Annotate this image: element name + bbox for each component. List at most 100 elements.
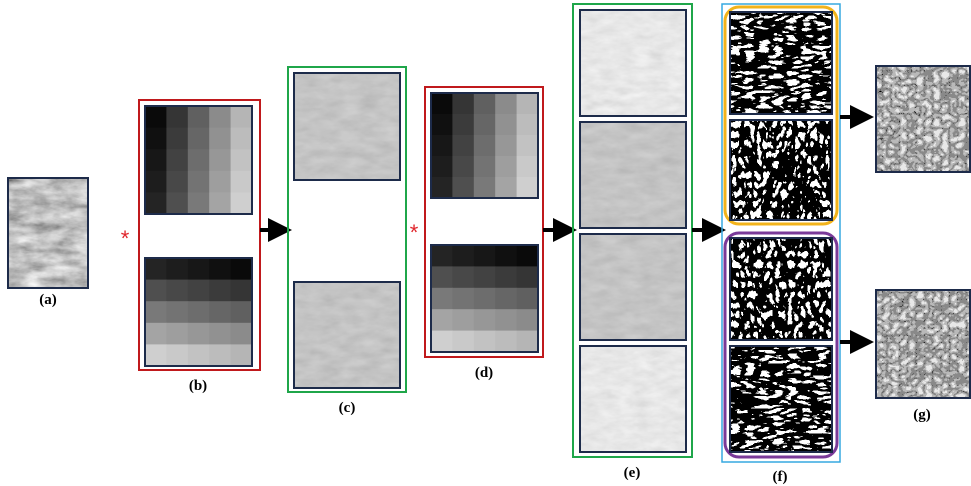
kernel-cell xyxy=(431,114,453,136)
kernel-cell xyxy=(452,177,474,199)
kernel-cell xyxy=(231,106,253,128)
response-image xyxy=(294,282,400,388)
palm-image xyxy=(8,178,88,288)
kernel-cell xyxy=(517,266,539,288)
kernel-cell xyxy=(209,323,231,345)
operator: * xyxy=(121,226,130,251)
kernel-cell xyxy=(209,301,231,323)
operator: * xyxy=(410,220,419,245)
kernel-cell xyxy=(452,309,474,331)
kernel-cell xyxy=(166,149,188,171)
kernel-cell xyxy=(166,301,188,323)
kernel-cell xyxy=(431,93,453,115)
binary-image xyxy=(730,120,832,220)
kernel-cell xyxy=(495,177,517,199)
kernel-cell xyxy=(231,149,253,171)
kernel xyxy=(145,106,253,215)
kernel-cell xyxy=(145,171,167,193)
kernel-cell xyxy=(145,149,167,171)
kernel-cell xyxy=(474,245,496,267)
kernel-cell xyxy=(209,344,231,366)
kernel-cell xyxy=(145,323,167,345)
kernel-cell xyxy=(452,266,474,288)
kernel-cell xyxy=(431,288,453,310)
kernel-cell xyxy=(166,280,188,302)
kernel-cell xyxy=(166,128,188,150)
kernel-cell xyxy=(145,192,167,214)
label-b: (b) xyxy=(189,378,207,394)
kernel-cell xyxy=(431,309,453,331)
kernel-cell xyxy=(517,156,539,178)
kernel-cell xyxy=(145,258,167,280)
kernel-cell xyxy=(209,258,231,280)
binary-image xyxy=(730,12,832,114)
kernel-cell xyxy=(474,288,496,310)
kernel-cell xyxy=(166,258,188,280)
kernel-cell xyxy=(188,258,210,280)
kernel-cell xyxy=(166,171,188,193)
code-image xyxy=(875,290,971,398)
kernel-cell xyxy=(517,309,539,331)
kernel-cell xyxy=(517,245,539,267)
kernel-cell xyxy=(166,192,188,214)
kernel-cell xyxy=(209,192,231,214)
kernel-cell xyxy=(188,323,210,345)
kernel-cell xyxy=(431,245,453,267)
kernel-cell xyxy=(188,149,210,171)
kernel-cell xyxy=(188,128,210,150)
kernel-cell xyxy=(231,171,253,193)
kernel-cell xyxy=(166,323,188,345)
kernel-cell xyxy=(209,171,231,193)
kernel-cell xyxy=(231,128,253,150)
kernel-cell xyxy=(188,280,210,302)
kernel-cell xyxy=(188,192,210,214)
label-d: (d) xyxy=(475,365,493,381)
kernel-cell xyxy=(145,280,167,302)
kernel-cell xyxy=(517,288,539,310)
kernel-cell xyxy=(517,135,539,157)
kernel-cell xyxy=(474,266,496,288)
kernel-cell xyxy=(145,301,167,323)
kernel-cell xyxy=(166,344,188,366)
kernel-cell xyxy=(231,301,253,323)
kernel-cell xyxy=(517,177,539,199)
kernel-cell xyxy=(495,331,517,353)
kernel-cell xyxy=(495,266,517,288)
kernel-cell xyxy=(517,93,539,115)
kernel-cell xyxy=(209,149,231,171)
kernel-cell xyxy=(452,245,474,267)
label-a: (a) xyxy=(39,292,57,308)
kernel-cell xyxy=(495,93,517,115)
kernel-cell xyxy=(474,177,496,199)
kernel-cell xyxy=(452,114,474,136)
kernel-cell xyxy=(188,301,210,323)
kernel-cell xyxy=(231,344,253,366)
kernel-cell xyxy=(188,171,210,193)
kernel-cell xyxy=(495,309,517,331)
label-g: (g) xyxy=(913,407,931,423)
kernel-cell xyxy=(145,106,167,128)
kernel-cell xyxy=(145,128,167,150)
kernel-cell xyxy=(495,135,517,157)
kernel-cell xyxy=(452,331,474,353)
kernel-cell xyxy=(517,114,539,136)
kernel-cell xyxy=(474,156,496,178)
kernel-cell xyxy=(231,323,253,345)
code-image xyxy=(875,66,971,172)
kernel-cell xyxy=(166,106,188,128)
kernel-cell xyxy=(474,93,496,115)
kernel-cell xyxy=(495,245,517,267)
kernel-cell xyxy=(431,266,453,288)
kernel xyxy=(431,245,539,353)
kernel-cell xyxy=(495,114,517,136)
response-image xyxy=(580,10,686,116)
kernel-cell xyxy=(517,331,539,353)
kernel-cell xyxy=(231,192,253,214)
kernel-cell xyxy=(474,309,496,331)
label-e: (e) xyxy=(624,465,641,481)
response-image xyxy=(580,346,686,452)
kernel-cell xyxy=(209,128,231,150)
kernel-cell xyxy=(474,331,496,353)
kernel-cell xyxy=(452,93,474,115)
response-image xyxy=(580,122,686,228)
